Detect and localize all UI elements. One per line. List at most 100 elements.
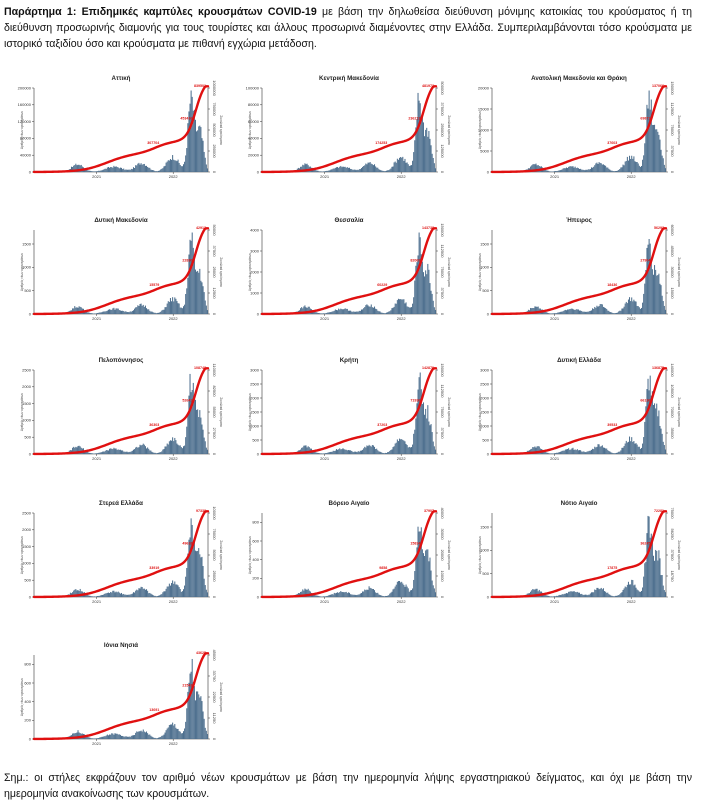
cumulative-mid-label: 33919 — [149, 566, 159, 570]
bar — [305, 164, 307, 172]
bar — [589, 310, 591, 314]
bar — [645, 406, 647, 454]
bar — [618, 451, 620, 454]
bar — [530, 307, 532, 314]
bar — [418, 232, 420, 314]
bar — [637, 306, 639, 314]
bar — [648, 239, 650, 314]
bar — [407, 447, 409, 454]
bar — [114, 166, 116, 172]
bar — [415, 127, 417, 172]
bar — [369, 445, 371, 454]
x-tick-label: 2021 — [550, 456, 560, 461]
y-right-tick-label: 30000 — [440, 528, 445, 540]
bar — [377, 450, 379, 454]
bar — [617, 170, 619, 172]
bar — [389, 450, 391, 454]
bar — [179, 307, 181, 314]
bar — [606, 308, 608, 314]
bar — [367, 305, 369, 314]
bar — [151, 451, 153, 454]
bar — [547, 313, 549, 314]
bar — [344, 308, 346, 314]
cumulative-mid-label: 49618 — [182, 542, 192, 546]
bar — [167, 301, 169, 314]
bar — [147, 733, 149, 739]
bar — [645, 561, 647, 597]
y-axis-label-right: Συνολικά κρούσματα — [447, 257, 451, 286]
bar — [375, 166, 377, 172]
bar — [126, 451, 128, 454]
bar — [431, 153, 433, 172]
bar — [166, 303, 168, 314]
bar — [377, 167, 379, 172]
bar — [187, 691, 189, 739]
bar — [110, 448, 112, 454]
bar — [143, 306, 145, 314]
x-tick-label: 2022 — [169, 741, 179, 746]
bar — [109, 734, 111, 739]
bar — [372, 589, 374, 597]
bar — [627, 299, 629, 314]
bar — [623, 446, 625, 454]
bar — [613, 453, 615, 454]
bar — [388, 595, 390, 597]
bar — [205, 164, 207, 172]
bar — [425, 270, 427, 314]
bar — [596, 162, 598, 172]
bar — [396, 581, 398, 597]
y-right-tick-label: 105000 — [670, 384, 675, 398]
bar — [414, 280, 416, 314]
bar — [572, 308, 574, 314]
bar — [544, 594, 546, 597]
bar — [649, 243, 651, 314]
bar — [114, 309, 116, 314]
y-tick-label: 0 — [257, 594, 260, 599]
bar — [617, 452, 619, 454]
bar — [154, 595, 156, 597]
bar — [550, 313, 552, 314]
bar — [533, 308, 535, 314]
bar — [201, 556, 203, 597]
bar — [536, 165, 538, 172]
cumulative-mid-label: 22830 — [182, 259, 192, 263]
bar — [624, 161, 626, 172]
bar — [369, 306, 371, 314]
bar — [552, 596, 554, 597]
y-right-tick-label: 150000 — [440, 363, 445, 377]
bar — [318, 453, 320, 454]
bar — [530, 591, 532, 597]
bar — [344, 449, 346, 454]
bar — [159, 170, 161, 172]
bar — [389, 593, 391, 597]
bar — [407, 306, 409, 314]
y-right-tick-label: 0 — [212, 738, 217, 741]
bar — [190, 518, 192, 597]
bar — [662, 441, 664, 454]
cumulative-mid-label: 174253 — [375, 141, 387, 145]
bar — [137, 447, 139, 454]
bar — [321, 453, 323, 454]
bar — [345, 449, 347, 454]
bar — [532, 589, 534, 597]
bar — [123, 736, 125, 739]
y-right-tick-label: 37500 — [440, 287, 445, 299]
bar — [629, 584, 631, 597]
bar — [340, 165, 342, 172]
bar — [146, 448, 148, 454]
bar — [581, 451, 583, 454]
bar — [594, 589, 596, 597]
bar — [582, 311, 584, 314]
cumulative-end-label: 136875 — [652, 366, 664, 370]
bar — [654, 124, 656, 172]
bar — [73, 590, 75, 597]
cumulative-line — [32, 510, 210, 599]
x-tick-label: 2021 — [92, 599, 102, 604]
bar — [380, 170, 382, 172]
bar — [197, 270, 199, 314]
bar — [579, 168, 581, 172]
bar — [400, 299, 402, 314]
bar — [349, 167, 351, 172]
bar — [561, 311, 563, 314]
bar — [95, 313, 98, 314]
